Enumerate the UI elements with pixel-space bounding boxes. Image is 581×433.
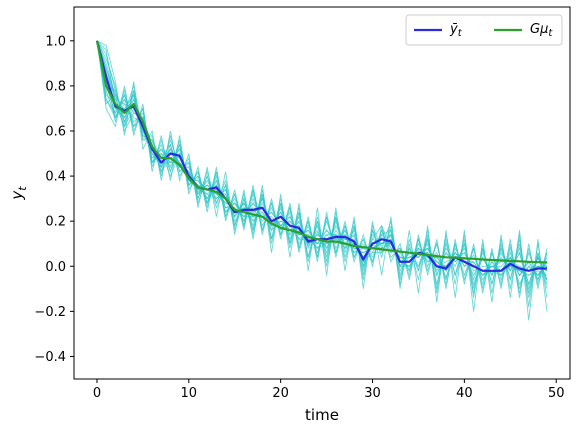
axes-frame: [73, 6, 571, 380]
legend-label-ybar-subscript: t: [458, 28, 463, 39]
series-lines: [95, 40, 548, 272]
x-tick-label: 20: [272, 386, 289, 401]
series-line-gmu: [95, 40, 548, 264]
y-tick-label: −0.2: [34, 305, 66, 320]
legend-label-gmu: Gμt: [530, 22, 553, 39]
legend-label-ybar-main: ȳ: [449, 22, 458, 37]
legend-box: [405, 14, 563, 46]
y-tick-label: 0.6: [45, 125, 66, 140]
y-tick-label: −0.4: [34, 350, 66, 365]
y-axis-label-subscript: t: [16, 186, 29, 191]
legend: ȳt Gμt: [405, 14, 563, 46]
x-tick-label: 30: [364, 386, 381, 401]
y-tick-label: 1.0: [45, 34, 66, 49]
y-tick-label: 0.0: [45, 260, 66, 275]
x-axis-ticks: 0 10 20 30 40 50: [93, 379, 565, 401]
plot-area: [95, 40, 548, 321]
y-axis-label-main: y: [8, 190, 26, 201]
y-tick-label: 0.8: [45, 79, 66, 94]
legend-label-gmu-main: Gμ: [530, 22, 548, 37]
y-tick-label: 0.2: [45, 215, 66, 230]
ensemble-path: [96, 40, 548, 321]
x-axis-label: time: [305, 406, 339, 424]
x-tick-label: 50: [548, 386, 565, 401]
x-tick-label: 0: [93, 386, 101, 401]
legend-label-gmu-subscript: t: [548, 28, 553, 39]
y-axis-label: yt: [8, 186, 29, 201]
series-line-ybar: [95, 40, 547, 272]
legend-label-ybar: ȳt: [449, 22, 463, 39]
ensemble-path: [96, 40, 548, 289]
x-tick-label: 10: [181, 386, 198, 401]
x-tick-label: 40: [456, 386, 473, 401]
y-tick-label: 0.4: [45, 170, 66, 185]
y-axis-ticks: −0.4 −0.2 0.0 0.2 0.4 0.6 0.8 1.0: [34, 34, 74, 365]
